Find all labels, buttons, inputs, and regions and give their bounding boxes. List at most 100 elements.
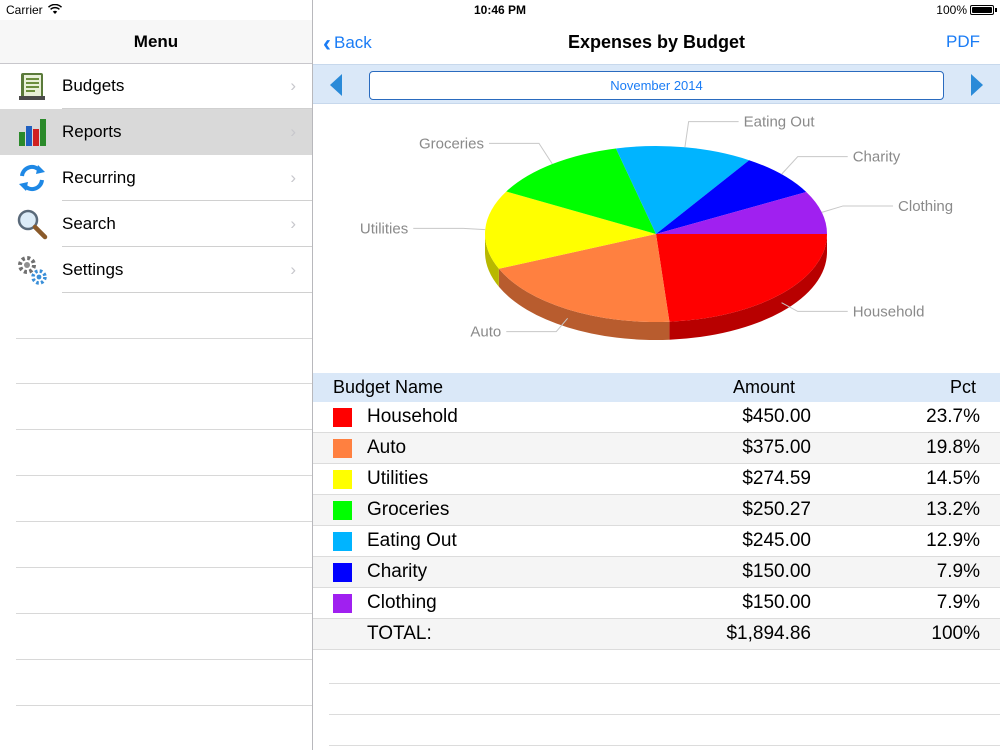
header-budget-name: Budget Name xyxy=(333,377,444,397)
total-label: TOTAL: xyxy=(367,623,432,644)
menu-item-label: Recurring xyxy=(62,168,136,187)
table-header: Budget Name Amount Pct xyxy=(313,373,1000,402)
row-amount: $450.00 xyxy=(742,406,811,427)
page-title: Expenses by Budget xyxy=(567,32,746,52)
carrier-label: Carrier xyxy=(6,3,43,17)
next-month-icon[interactable] xyxy=(969,73,985,97)
pie-slice-groceries xyxy=(506,148,656,234)
pie-label: Utilities xyxy=(360,220,408,237)
header-amount: Amount xyxy=(733,377,796,397)
menu-item-search[interactable]: Search › xyxy=(0,201,312,247)
color-swatch xyxy=(333,470,352,489)
pie-slice-utilities xyxy=(485,191,656,269)
pie-slice-auto xyxy=(498,234,670,322)
row-name: Household xyxy=(367,406,458,427)
menu-item-label: Search xyxy=(62,214,116,233)
status-bar: Carrier 10:46 PM 100% xyxy=(0,0,1000,20)
pie-slice-eating-out xyxy=(615,146,750,234)
pie-leader-line xyxy=(821,205,894,213)
row-amount: $274.59 xyxy=(742,468,811,489)
magnifier-icon xyxy=(17,209,48,240)
row-amount: $375.00 xyxy=(742,437,811,458)
detail-navbar: ‹ Back Expenses by Budget PDF xyxy=(313,20,1000,64)
pie-slice-charity xyxy=(656,160,807,234)
row-name: Charity xyxy=(367,561,428,582)
pie-leader-line xyxy=(413,227,486,231)
row-name: Auto xyxy=(367,437,407,458)
chevron-right-icon: › xyxy=(290,122,296,141)
pdf-button[interactable]: PDF xyxy=(946,32,980,51)
menu-item-label: Budgets xyxy=(62,76,125,95)
pie-side-auto xyxy=(498,268,670,340)
chevron-right-icon: › xyxy=(290,168,296,187)
pie-leader-line xyxy=(781,156,848,175)
chevron-right-icon: › xyxy=(290,214,296,233)
table-row[interactable]: Eating Out $245.00 12.9% xyxy=(313,526,1000,557)
pie-leader-line xyxy=(781,302,848,312)
color-swatch xyxy=(333,439,352,458)
header-pct: Pct xyxy=(949,377,976,397)
pie-chart: Household Auto Utilities Groceries Eating Ou… xyxy=(360,114,953,341)
row-pct: 23.7% xyxy=(926,406,980,427)
battery-percent: 100% xyxy=(936,3,967,17)
menu-title: Menu xyxy=(133,32,179,51)
prev-month-icon[interactable] xyxy=(328,73,344,97)
table-row[interactable]: Auto $375.00 19.8% xyxy=(313,433,1000,464)
chevron-right-icon: › xyxy=(290,260,296,279)
row-pct: 12.9% xyxy=(926,530,980,551)
pie-slice-household xyxy=(656,234,828,322)
menu-pane: Menu Budgets › Reports xyxy=(0,0,312,750)
row-amount: $245.00 xyxy=(742,530,811,551)
refresh-icon xyxy=(19,164,45,192)
menu-navbar: Menu xyxy=(0,20,312,64)
row-pct: 7.9% xyxy=(936,592,980,613)
row-pct: 13.2% xyxy=(926,499,980,520)
gears-icon xyxy=(18,256,47,285)
color-swatch xyxy=(333,501,352,520)
color-swatch xyxy=(333,532,352,551)
back-button[interactable]: ‹ Back xyxy=(323,30,372,58)
total-amount: $1,894.86 xyxy=(726,623,811,644)
row-amount: $250.27 xyxy=(742,499,811,520)
pie-label: Auto xyxy=(470,324,501,341)
budget-book-icon xyxy=(19,73,45,100)
battery-icon xyxy=(970,5,997,15)
color-swatch xyxy=(333,408,352,427)
pie-label: Groceries xyxy=(419,135,484,152)
table-row[interactable]: Utilities $274.59 14.5% xyxy=(313,464,1000,495)
table-row[interactable]: Clothing $150.00 7.9% xyxy=(313,588,1000,619)
pie-leader-line xyxy=(506,318,569,333)
menu-item-label: Settings xyxy=(62,260,124,279)
table-row[interactable]: Household $450.00 23.7% xyxy=(313,402,1000,433)
color-swatch xyxy=(333,563,352,582)
total-pct: 100% xyxy=(931,623,980,644)
pie-leader-line xyxy=(488,142,553,165)
row-pct: 14.5% xyxy=(926,468,980,489)
pie-leader-line xyxy=(684,121,739,148)
bar-chart-icon xyxy=(19,119,46,146)
row-pct: 7.9% xyxy=(936,561,980,582)
pie-side-utilities xyxy=(485,234,499,287)
detail-pane: ‹ Back Expenses by Budget PDF November 20… xyxy=(313,0,1000,750)
table-row[interactable]: Charity $150.00 7.9% xyxy=(313,557,1000,588)
chevron-right-icon: › xyxy=(290,76,296,95)
budget-table: Budget Name Amount Pct Household $450.00… xyxy=(313,373,1000,650)
menu-item-reports[interactable]: Reports › xyxy=(0,109,312,155)
pie-label: Clothing xyxy=(898,198,953,215)
pie-label: Eating Out xyxy=(744,114,816,131)
split-divider xyxy=(312,0,313,750)
table-total-row: TOTAL: $1,894.86 100% xyxy=(313,619,1000,650)
menu-item-recurring[interactable]: Recurring › xyxy=(0,155,312,201)
month-field[interactable]: November 2014 xyxy=(369,71,944,100)
row-name: Eating Out xyxy=(367,530,457,551)
table-row[interactable]: Groceries $250.27 13.2% xyxy=(313,495,1000,526)
row-pct: 19.8% xyxy=(926,437,980,458)
row-name: Clothing xyxy=(367,592,437,613)
menu-item-budgets[interactable]: Budgets › xyxy=(0,63,312,109)
pie-slice-clothing xyxy=(656,192,827,234)
row-amount: $150.00 xyxy=(742,592,811,613)
month-selector: November 2014 xyxy=(313,64,1000,104)
clock: 10:46 PM xyxy=(473,3,527,17)
pie-label: Charity xyxy=(853,149,901,166)
menu-item-settings[interactable]: Settings › xyxy=(0,247,312,293)
